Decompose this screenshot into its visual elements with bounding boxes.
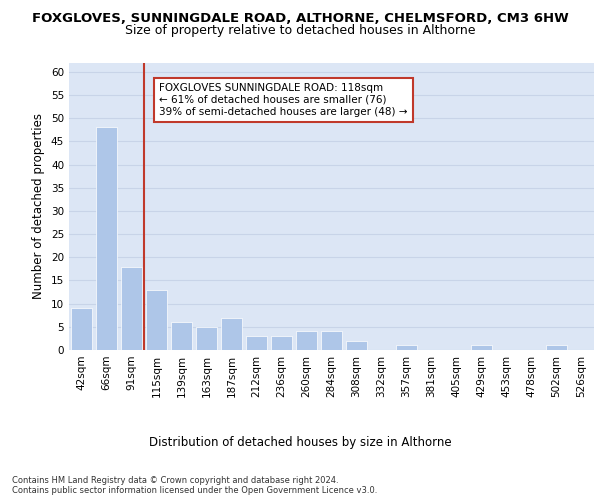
Bar [71,308,92,350]
Bar [296,332,317,350]
Text: Size of property relative to detached houses in Althorne: Size of property relative to detached ho… [125,24,475,37]
Bar [121,266,142,350]
Bar [196,327,217,350]
Y-axis label: Number of detached properties: Number of detached properties [32,114,46,299]
Bar [346,340,367,350]
Bar [221,318,242,350]
Text: Distribution of detached houses by size in Althorne: Distribution of detached houses by size … [149,436,451,449]
Bar [246,336,267,350]
Bar [171,322,192,350]
Bar [96,128,117,350]
Text: FOXGLOVES SUNNINGDALE ROAD: 118sqm
← 61% of detached houses are smaller (76)
39%: FOXGLOVES SUNNINGDALE ROAD: 118sqm ← 61%… [159,84,407,116]
Bar [471,346,492,350]
Bar [396,346,417,350]
Bar [146,290,167,350]
Bar [546,346,567,350]
Text: FOXGLOVES, SUNNINGDALE ROAD, ALTHORNE, CHELMSFORD, CM3 6HW: FOXGLOVES, SUNNINGDALE ROAD, ALTHORNE, C… [32,12,568,26]
Bar [321,332,342,350]
Text: Contains HM Land Registry data © Crown copyright and database right 2024.
Contai: Contains HM Land Registry data © Crown c… [12,476,377,495]
Bar [271,336,292,350]
